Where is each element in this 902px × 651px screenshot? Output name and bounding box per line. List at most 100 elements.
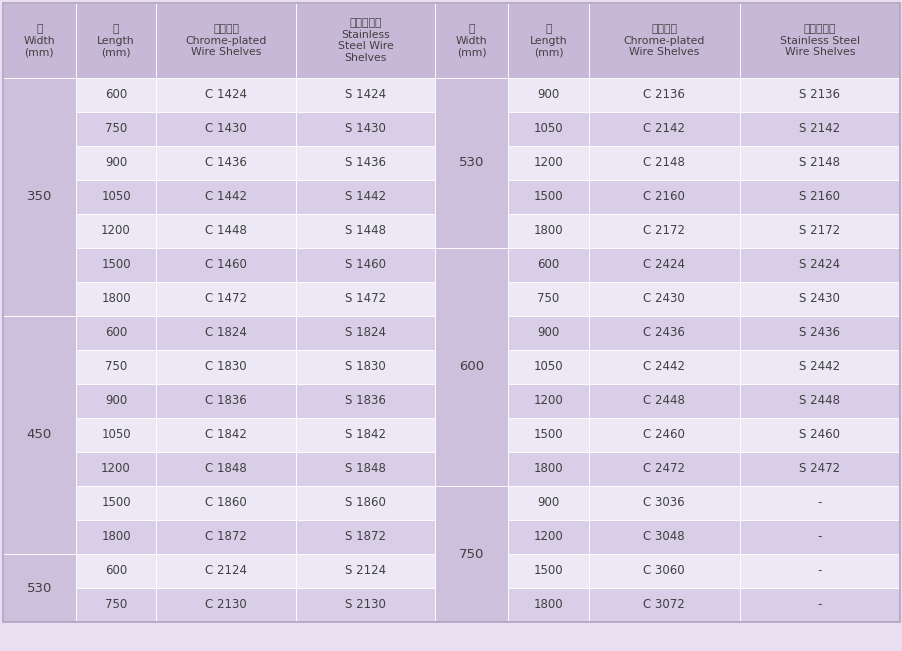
Text: 600: 600	[537, 258, 559, 271]
Text: S 1472: S 1472	[345, 292, 386, 305]
Bar	[296, 214, 435, 248]
Bar	[76, 452, 156, 486]
Bar	[508, 180, 588, 214]
Bar	[508, 248, 588, 282]
Text: C 2136: C 2136	[642, 89, 685, 102]
Bar	[588, 418, 739, 452]
Text: S 2448: S 2448	[798, 395, 840, 408]
Text: 1050: 1050	[101, 428, 131, 441]
Text: 1050: 1050	[533, 122, 563, 135]
Bar	[76, 3, 156, 78]
Bar	[76, 78, 156, 112]
Text: -: -	[816, 564, 821, 577]
Bar	[739, 112, 899, 146]
Text: S 2130: S 2130	[345, 598, 386, 611]
Bar	[508, 316, 588, 350]
Bar	[296, 452, 435, 486]
Bar	[588, 316, 739, 350]
Bar	[156, 418, 296, 452]
Bar	[739, 588, 899, 622]
Bar	[296, 554, 435, 588]
Bar	[296, 588, 435, 622]
Bar	[76, 486, 156, 520]
Bar	[508, 486, 588, 520]
Bar	[76, 520, 156, 554]
Text: 750: 750	[105, 122, 127, 135]
Bar	[76, 554, 156, 588]
Text: 镀铬网片
Chrome-plated
Wire Shelves: 镀铬网片 Chrome-plated Wire Shelves	[185, 24, 267, 57]
Bar	[739, 146, 899, 180]
Bar	[508, 112, 588, 146]
Text: 1500: 1500	[533, 191, 563, 204]
Text: C 2472: C 2472	[642, 462, 685, 475]
Text: 900: 900	[105, 395, 127, 408]
Text: C 3048: C 3048	[643, 531, 685, 544]
Text: S 2148: S 2148	[798, 156, 840, 169]
Bar	[156, 588, 296, 622]
Bar	[156, 248, 296, 282]
Bar	[508, 214, 588, 248]
Text: 宽
Width
(mm): 宽 Width (mm)	[23, 24, 55, 57]
Bar	[76, 588, 156, 622]
Text: C 1436: C 1436	[205, 156, 247, 169]
Text: 600: 600	[105, 564, 127, 577]
Text: S 1842: S 1842	[345, 428, 386, 441]
Bar	[76, 112, 156, 146]
Text: C 2442: C 2442	[642, 361, 685, 374]
Text: S 2172: S 2172	[798, 225, 840, 238]
Bar	[3, 554, 76, 622]
Text: C 1830: C 1830	[205, 361, 247, 374]
Bar	[156, 316, 296, 350]
Text: 530: 530	[26, 581, 52, 594]
Text: 不锈钢网片
Stainless
Steel Wire
Shelves: 不锈钢网片 Stainless Steel Wire Shelves	[337, 18, 393, 63]
Text: 900: 900	[105, 156, 127, 169]
Text: C 2436: C 2436	[642, 327, 685, 340]
Text: 600: 600	[458, 361, 483, 374]
Text: S 1442: S 1442	[345, 191, 386, 204]
Text: S 2442: S 2442	[798, 361, 840, 374]
Bar	[739, 452, 899, 486]
Bar	[435, 78, 508, 248]
Bar	[296, 316, 435, 350]
Text: 600: 600	[105, 327, 127, 340]
Bar	[588, 588, 739, 622]
Bar	[739, 78, 899, 112]
Text: S 1436: S 1436	[345, 156, 386, 169]
Text: 750: 750	[537, 292, 559, 305]
Bar	[76, 248, 156, 282]
Text: C 2142: C 2142	[642, 122, 685, 135]
Text: 1200: 1200	[533, 531, 563, 544]
Text: C 2172: C 2172	[642, 225, 685, 238]
Bar	[588, 520, 739, 554]
Text: S 2136: S 2136	[798, 89, 840, 102]
Bar	[739, 350, 899, 384]
Bar	[508, 78, 588, 112]
Text: C 2448: C 2448	[642, 395, 685, 408]
Text: 1500: 1500	[101, 258, 131, 271]
Text: 1800: 1800	[533, 462, 563, 475]
Text: S 2430: S 2430	[798, 292, 839, 305]
Text: 450: 450	[27, 428, 51, 441]
Text: C 2430: C 2430	[642, 292, 685, 305]
Text: C 1848: C 1848	[205, 462, 247, 475]
Bar	[156, 384, 296, 418]
Text: C 1424: C 1424	[205, 89, 247, 102]
Bar	[156, 350, 296, 384]
Bar	[508, 520, 588, 554]
Text: C 1448: C 1448	[205, 225, 247, 238]
Text: C 2424: C 2424	[642, 258, 685, 271]
Bar	[739, 520, 899, 554]
Bar	[739, 3, 899, 78]
Text: C 2160: C 2160	[642, 191, 685, 204]
Text: 1500: 1500	[101, 497, 131, 510]
Text: S 2460: S 2460	[798, 428, 840, 441]
Bar	[508, 350, 588, 384]
Bar	[156, 214, 296, 248]
Text: C 1836: C 1836	[205, 395, 247, 408]
Bar	[588, 554, 739, 588]
Text: S 1860: S 1860	[345, 497, 386, 510]
Bar	[508, 452, 588, 486]
Text: C 2148: C 2148	[642, 156, 685, 169]
Bar	[156, 486, 296, 520]
Text: C 2130: C 2130	[205, 598, 247, 611]
